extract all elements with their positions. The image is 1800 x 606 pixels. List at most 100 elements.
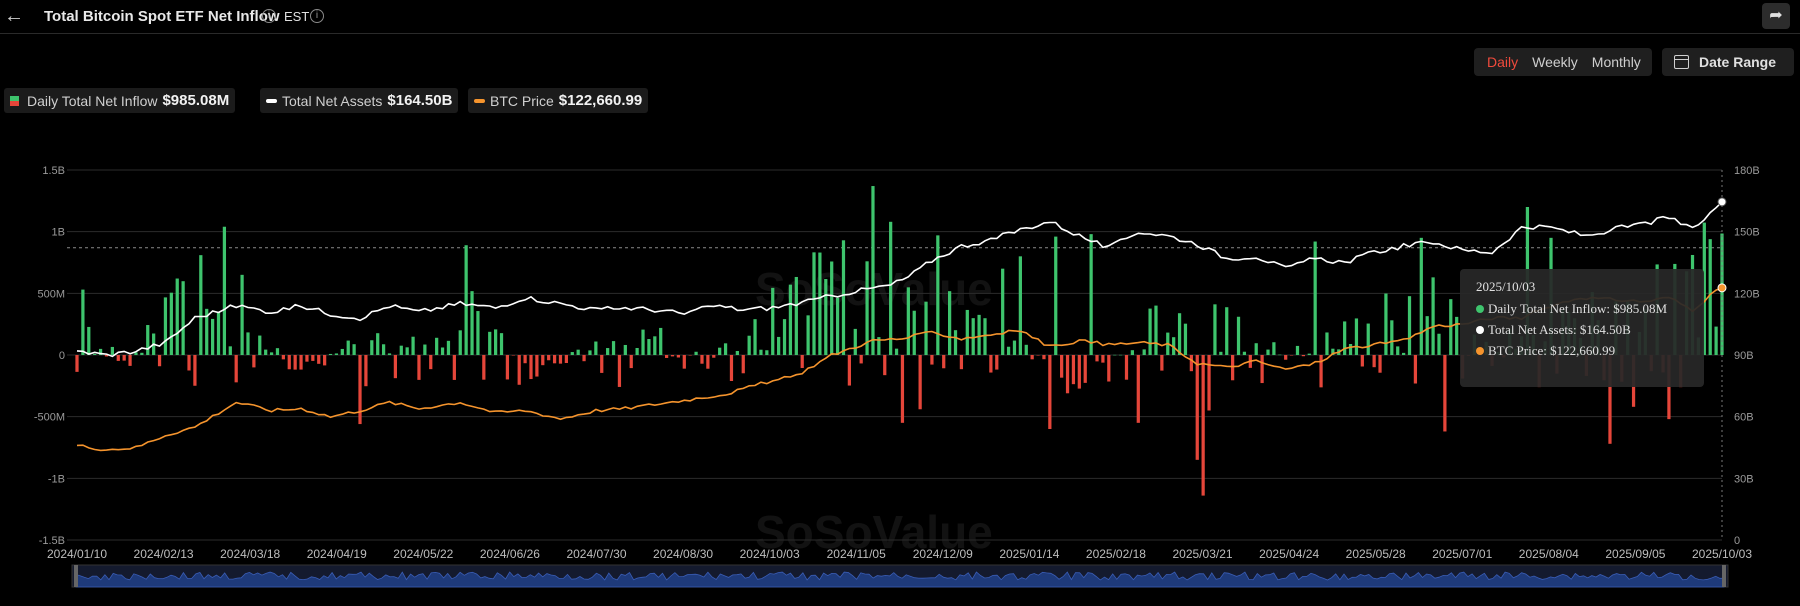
inflow-bar [122,355,126,361]
inflow-bar [594,341,598,355]
inflow-bar [1213,304,1217,355]
inflow-bar [1160,355,1164,371]
tab-weekly[interactable]: Weekly [1532,54,1578,70]
inflow-bar [1307,353,1311,355]
x-tick-label: 2024/07/30 [566,547,626,561]
inflow-bar [1372,355,1376,368]
inflow-bar [157,355,162,367]
x-tick-label: 2024/06/26 [480,547,540,561]
inflow-bar [777,336,781,355]
net-assets-marker [1717,197,1727,207]
legend-assets-label: Total Net Assets [282,92,383,109]
inflow-bar [535,355,539,377]
x-tick-label: 2024/11/05 [827,547,886,561]
inflow-bar [865,261,869,355]
inflow-bar [1702,222,1706,355]
legend-inflow-value: $985.08M [162,92,230,109]
y-right-tick-label: 120B [1734,288,1760,300]
inflow-bar [505,355,510,380]
chart-tooltip: 2025/10/03 Daily Total Net Inflow: $985.… [1460,269,1704,387]
inflow-bar [1413,355,1418,384]
x-tick-label: 2025/10/03 [1692,547,1752,561]
inflow-bar [647,339,651,355]
back-arrow-icon[interactable]: ← [4,5,24,27]
x-tick-label: 2025/02/18 [1086,547,1146,561]
inflow-bar [358,355,362,425]
inflow-bar [364,355,368,387]
share-icon[interactable]: ➦ [1762,3,1790,29]
tab-daily[interactable]: Daily [1487,54,1519,70]
inflow-bar [629,355,633,369]
inflow-bar [670,355,675,357]
inflow-bar [1148,308,1152,355]
timezone-info-icon[interactable]: i [310,9,324,23]
inflow-bar [1313,241,1317,355]
inflow-bar [794,276,798,355]
inflow-bar [187,355,191,371]
inflow-bar [1231,355,1235,381]
inflow-bar [1077,355,1081,389]
inflow-bar [452,355,456,380]
inflow-bar [476,311,480,355]
legend-net-assets[interactable]: Total Net Assets $164.50B [260,88,459,113]
inflow-bar [1331,348,1335,355]
inflow-bar [1101,355,1105,363]
inflow-bar [1142,349,1146,355]
inflow-bar [859,355,863,364]
inflow-bar [1207,355,1211,411]
inflow-bar [900,355,905,423]
tab-monthly[interactable]: Monthly [1591,54,1641,70]
inflow-bar [1378,355,1382,373]
inflow-bar [317,355,321,364]
inflow-bar [511,355,515,356]
x-tick-label: 2024/04/19 [307,547,367,561]
inflow-bar [1301,355,1305,357]
btc-price-line [76,287,1723,452]
bar-swatch-icon [10,95,19,106]
inflow-bar [334,353,339,355]
etf-inflow-chart[interactable]: -1.5B -1B -500M 0 500M 1B 1.5B 0 30B 60B 90B 120B 1… [0,140,1800,606]
inflow-bar [1001,268,1005,355]
inflow-bar [1195,355,1199,460]
legend-inflow-label: Daily Total Net Inflow [27,92,158,109]
inflow-bar [216,312,221,355]
period-selector: Daily Weekly Monthly [1474,48,1652,76]
y-right-tick-label: 180B [1734,165,1760,177]
inflow-bar [299,355,303,370]
y-right-tick-label: 90B [1734,350,1754,362]
inflow-bar [641,329,645,355]
inflow-bar [1390,320,1394,355]
inflow-bar [1714,326,1718,355]
line-swatch-icon [266,98,277,103]
inflow-bar [199,255,203,355]
y-left-tick-label: -500M [34,412,65,424]
inflow-bar [830,261,834,355]
inflow-bar [1018,256,1022,355]
inflow-bar [287,355,291,370]
navigator-right-handle[interactable] [1722,565,1726,587]
legend-btc-price[interactable]: BTC Price $122,660.99 [468,88,649,113]
inflow-bar [889,221,893,355]
legend-assets-value: $164.50B [387,92,453,109]
inflow-bar [588,350,592,355]
inflow-bar [552,355,557,364]
inflow-bar [1095,355,1099,362]
legend-daily-inflow[interactable]: Daily Total Net Inflow $985.08M [4,88,236,113]
line-swatch-icon [474,98,485,103]
inflow-bar [835,297,840,355]
inflow-bar [1431,277,1435,355]
inflow-bar [423,344,427,355]
date-range-button[interactable]: Date Range [1662,48,1794,76]
inflow-bar [664,355,669,358]
inflow-bar [1136,355,1140,423]
inflow-bar [782,319,787,355]
inflow-bar [446,340,451,355]
title-info-icon[interactable]: i [262,9,276,23]
navigator-left-handle[interactable] [74,565,78,587]
inflow-bar [623,344,627,355]
inflow-bar [494,329,498,355]
inflow-bar [98,348,103,355]
inflow-bar [1124,355,1129,380]
inflow-bar [930,355,934,365]
x-tick-label: 2025/04/24 [1259,547,1319,561]
